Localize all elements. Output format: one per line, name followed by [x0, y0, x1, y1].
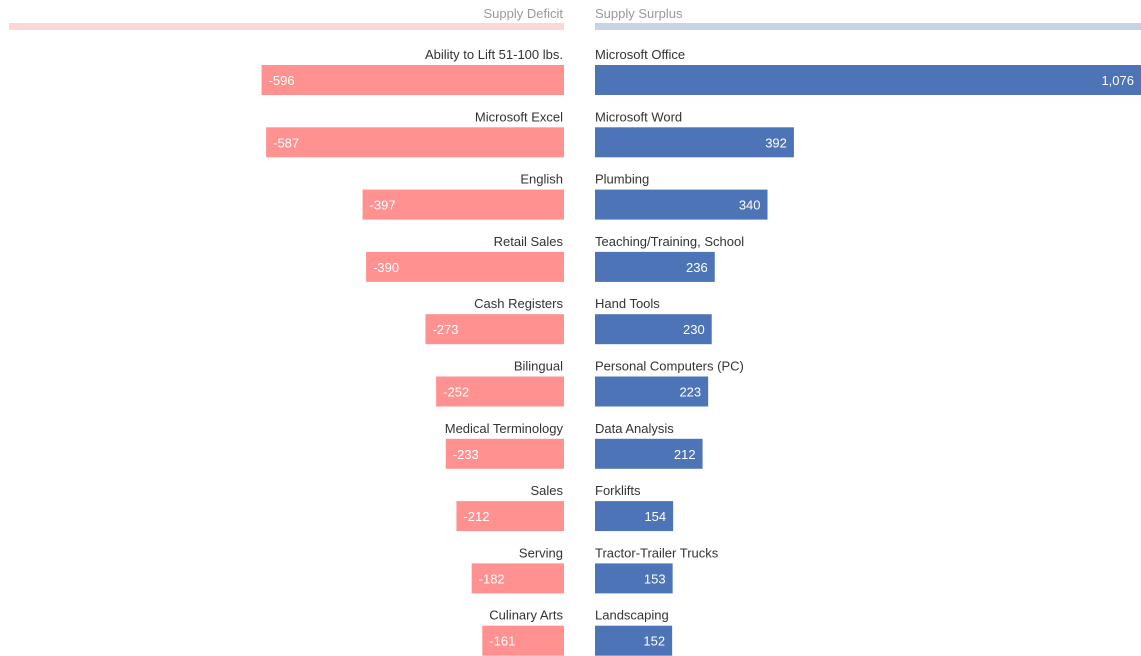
deficit-value-label: -273 [432, 322, 458, 337]
supply-deficit-header-bar [9, 23, 564, 30]
supply-surplus-header: Supply Surplus [595, 6, 683, 21]
supply-deficit-header: Supply Deficit [484, 6, 564, 21]
surplus-category-label: Microsoft Office [595, 47, 685, 62]
surplus-category-label: Plumbing [595, 172, 649, 187]
surplus-category-label: Personal Computers (PC) [595, 359, 744, 374]
deficit-category-label: Medical Terminology [445, 421, 564, 436]
deficit-bar [362, 189, 564, 220]
surplus-bar [595, 65, 1141, 95]
surplus-bars-group: Microsoft Office 1,076 Microsoft Word 392 Pl… [595, 47, 1141, 656]
surplus-value-label: 223 [679, 385, 701, 400]
surplus-value-label: 230 [683, 322, 705, 337]
surplus-bar [595, 563, 673, 594]
deficit-bars-group: Ability to Lift 51-100 lbs. -596 Microsoft… [261, 47, 564, 656]
surplus-bar [595, 314, 712, 345]
surplus-category-label: Landscaping [595, 608, 669, 623]
deficit-category-label: Microsoft Excel [475, 109, 563, 124]
deficit-category-label: English [520, 172, 563, 187]
deficit-category-label: Culinary Arts [489, 608, 563, 623]
deficit-bar [366, 251, 564, 282]
surplus-value-label: 212 [674, 447, 696, 462]
deficit-value-label: -397 [370, 198, 396, 213]
deficit-value-label: -212 [463, 509, 489, 524]
deficit-value-label: -233 [453, 447, 479, 462]
surplus-value-label: 340 [739, 198, 761, 213]
surplus-value-label: 154 [644, 509, 666, 524]
surplus-bar [595, 376, 709, 407]
surplus-category-label: Hand Tools [595, 296, 660, 311]
deficit-bar [445, 438, 564, 469]
deficit-category-label: Bilingual [514, 359, 563, 374]
surplus-bar [595, 625, 673, 656]
surplus-value-label: 392 [765, 135, 787, 150]
surplus-category-label: Tractor-Trailer Trucks [595, 545, 719, 560]
deficit-category-label: Serving [519, 545, 563, 560]
deficit-bar [482, 625, 564, 656]
deficit-bar [425, 314, 564, 345]
deficit-category-label: Ability to Lift 51-100 lbs. [425, 47, 563, 62]
surplus-value-label: 152 [643, 634, 665, 649]
surplus-category-label: Microsoft Word [595, 109, 682, 124]
deficit-bar [471, 563, 564, 594]
surplus-bar [595, 189, 768, 220]
deficit-value-label: -596 [269, 73, 295, 88]
deficit-value-label: -587 [273, 135, 299, 150]
surplus-bar [595, 438, 703, 469]
deficit-value-label: -390 [373, 260, 399, 275]
surplus-category-label: Teaching/Training, School [595, 234, 744, 249]
surplus-value-label: 153 [644, 571, 666, 586]
surplus-value-label: 1,076 [1101, 73, 1134, 88]
deficit-value-label: -161 [489, 634, 515, 649]
deficit-value-label: -182 [479, 571, 505, 586]
deficit-bar [436, 376, 564, 407]
surplus-value-label: 236 [686, 260, 708, 275]
surplus-bar [595, 127, 794, 158]
surplus-category-label: Forklifts [595, 483, 641, 498]
deficit-category-label: Retail Sales [494, 234, 564, 249]
deficit-value-label: -252 [443, 385, 469, 400]
surplus-bar [595, 251, 715, 282]
surplus-bar [595, 501, 674, 532]
deficit-bar [261, 65, 564, 95]
deficit-category-label: Cash Registers [474, 296, 563, 311]
surplus-category-label: Data Analysis [595, 421, 674, 436]
deficit-bar [456, 501, 564, 532]
supply-surplus-header-bar [595, 23, 1141, 30]
deficit-bar [266, 127, 564, 158]
deficit-category-label: Sales [530, 483, 563, 498]
